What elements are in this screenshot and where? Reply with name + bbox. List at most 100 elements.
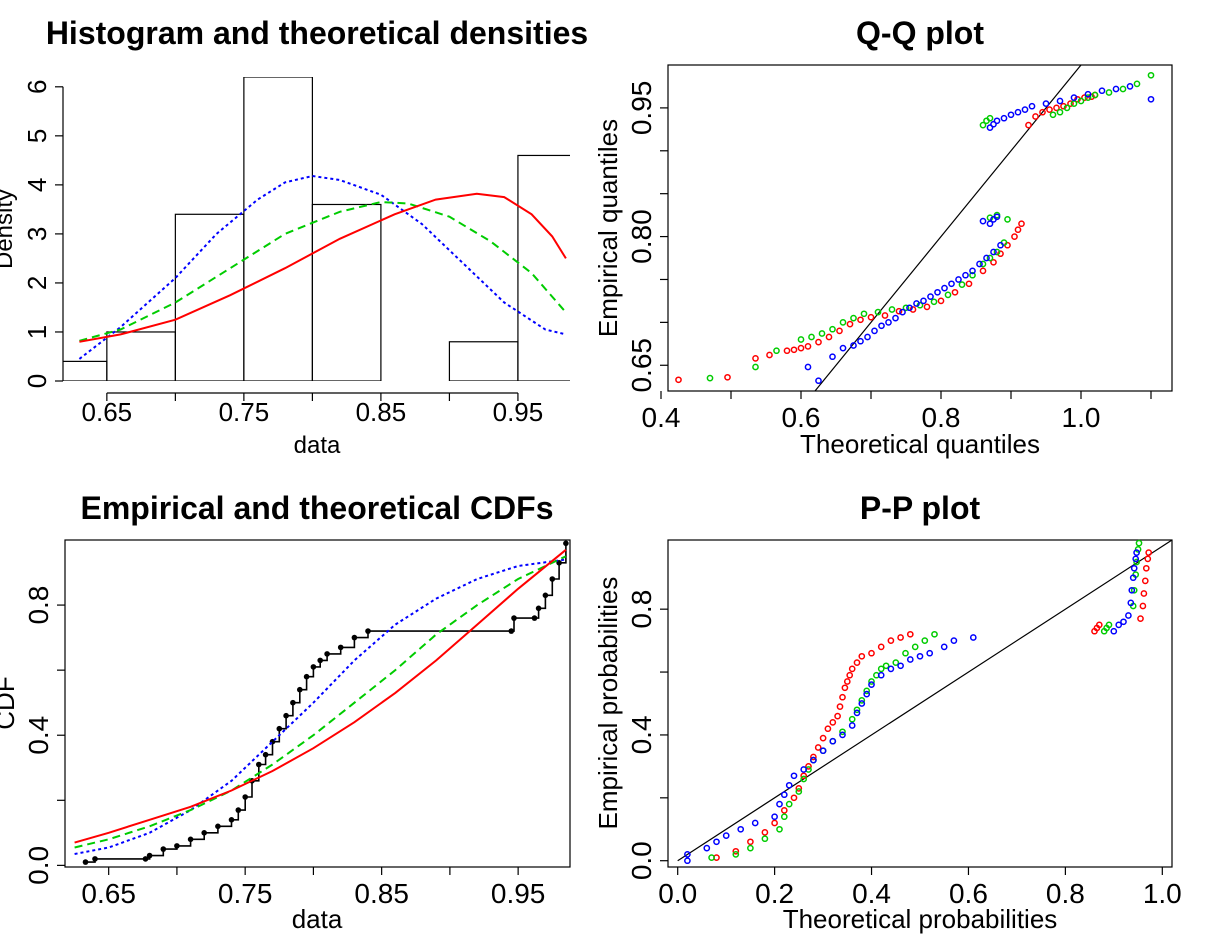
cdf-x-tick-label: 0.75 [218,878,273,909]
qq-point-gamma [766,351,773,359]
pp-point-weibull [684,857,691,865]
chart-title-pp: P-P plot [860,490,981,526]
pp-point-lnorm [839,728,846,736]
empirical-cdf-point [201,830,207,836]
pp-point-gamma [868,649,875,657]
empirical-cdf-point [542,592,549,599]
qq-point-gamma [752,355,759,362]
pp-point-weibull [790,772,798,780]
qq-point-lnorm [850,314,857,322]
pp-x-tick-label: 0.8 [1046,878,1085,909]
pp-point-weibull [906,656,914,663]
pp-point-weibull [1133,549,1140,556]
qq-point-weibull [878,322,885,330]
qq-point-lnorm [1105,89,1113,96]
pp-point-weibull [1130,564,1138,572]
qq-point-lnorm [986,214,994,222]
qq-point-lnorm [1147,71,1155,79]
qq-point-weibull [1007,111,1015,119]
qq-point-weibull [839,344,847,352]
qq-point-weibull [906,304,913,312]
pp-point-weibull [926,649,934,657]
qq-point-gamma [846,320,854,328]
pp-point-lnorm [1105,621,1113,629]
qq-point-gamma [1060,102,1067,110]
pp-point-gamma [747,838,754,846]
qq-point-gamma [1011,233,1018,240]
qq-point-lnorm [969,271,976,279]
empirical-cdf-point [535,605,542,612]
qq-point-lnorm [958,281,966,288]
histogram-y-tick-label: 5 [22,129,52,143]
pp-point-weibull [684,851,691,858]
qq-point-gamma [857,316,864,324]
qq-point-lnorm [888,306,896,313]
cdf-y-tick-label: 0.0 [23,846,54,885]
pp-point-lnorm [1135,539,1143,547]
pp-point-lnorm [911,643,919,651]
qq-point-weibull [920,297,927,305]
pp-point-weibull [1127,599,1135,607]
qq-point-weibull [857,337,864,345]
empirical-cdf-point [511,615,517,621]
cdf-x-label: data [292,904,343,934]
qq-x-tick-label: 0.8 [922,402,961,433]
pp-point-weibull [853,709,861,717]
cdf-curve-lnorm [74,555,567,849]
cdf-y-tick-label: 0.4 [23,716,54,755]
empirical-cdf-point [531,615,538,621]
histogram-bar [517,154,570,381]
qq-point-gamma [965,280,973,288]
pp-reference-line [677,540,1172,862]
cdf-y-tick-label: 0.8 [23,586,54,625]
histogram-bar [311,203,382,381]
qq-reference-line [814,65,1082,391]
empirical-cdf-point [82,859,89,865]
qq-point-weibull [927,293,934,300]
pp-point-gamma [761,829,769,836]
qq-y-tick-label: 0.95 [626,81,657,136]
empirical-cdf-point [235,807,242,813]
empirical-cdf-point [242,794,248,800]
pp-y-tick-label: 0.0 [626,841,657,880]
pp-point-gamma [1139,602,1147,610]
density-curve-weibull [78,174,567,360]
qq-point-weibull [997,241,1004,249]
qq-point-weibull [815,377,822,385]
pp-point-weibull [1125,612,1132,619]
empirical-cdf-point [187,836,194,843]
qq-point-gamma [867,313,875,321]
pp-point-lnorm [921,637,929,644]
qq-point-lnorm [1084,94,1092,101]
qq-point-gamma [1067,100,1074,107]
empirical-cdf-point [310,664,317,670]
qq-point-lnorm [986,114,994,122]
empirical-cdf-point [92,856,98,862]
cdf-curve-gamma [74,549,567,844]
qq-y-label: Empirical quantiles [593,119,623,337]
histogram-bar [448,341,519,381]
qq-point-lnorm [1070,100,1078,107]
density-curve-lnorm [79,200,567,342]
qq-point-lnorm [706,374,714,382]
pp-point-gamma [834,712,841,720]
qq-point-weibull [986,220,994,228]
qq-point-weibull [1147,95,1155,103]
qq-point-weibull [979,217,987,225]
pp-point-gamma [800,772,808,780]
qq-point-lnorm [1063,104,1071,112]
pp-point-lnorm [931,630,938,638]
empirical-cdf-point [563,540,569,547]
pp-point-gamma [732,847,740,855]
pp-point-lnorm [892,659,900,666]
pp-x-tick-label: 0.0 [658,878,697,909]
qq-point-weibull [993,213,1001,221]
pp-point-gamma [897,634,904,641]
qq-point-gamma [979,267,987,275]
pp-point-gamma [841,684,849,692]
qq-point-lnorm [993,248,1001,256]
empirical-cdf-point [228,817,235,823]
qq-point-weibull [986,124,994,131]
pp-plot-area [677,540,1172,862]
histogram-x-tick-label: 0.95 [493,397,544,427]
